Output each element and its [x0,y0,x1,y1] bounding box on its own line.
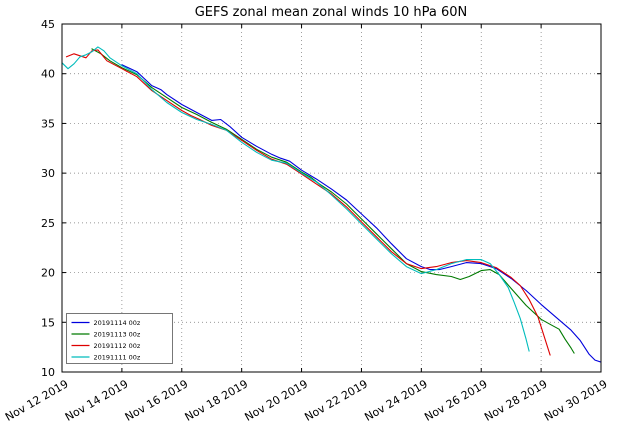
x-tick-label: Nov 20 2019 [243,377,311,423]
x-tick-label: Nov 26 2019 [422,377,490,423]
y-tick-label: 35 [41,117,55,130]
series-line-20191112-00z [65,49,551,356]
legend-item-label: 20191112 00z [94,342,141,350]
y-tick-label: 10 [41,366,55,379]
legend-item: 20191112 00z [71,342,141,350]
legend-item-label: 20191113 00z [94,331,141,339]
legend-box [66,313,173,364]
y-tick-label: 25 [41,217,55,230]
chart-title: GEFS zonal mean zonal winds 10 hPa 60N [195,5,468,20]
x-tick-label: Nov 30 2019 [542,377,610,423]
y-tick-label: 20 [41,267,55,280]
y-tick-label: 15 [41,316,55,329]
x-tick-label: Nov 14 2019 [63,377,131,423]
legend-item: 20191111 00z [71,354,141,362]
legend-item: 20191114 00z [71,319,141,327]
legend-item: 20191113 00z [71,331,141,339]
series-lines [62,46,601,363]
x-tick-label: Nov 18 2019 [183,377,251,423]
legend-item-label: 20191111 00z [94,354,141,362]
x-tick-label: Nov 22 2019 [302,377,370,423]
axes-frame [61,23,602,373]
series-line-20191111-00z [62,46,530,352]
y-tick-label: 45 [41,18,55,31]
x-tick-label: Nov 24 2019 [362,377,430,423]
series-line-20191114-00z [121,64,601,363]
y-tick-labels: 10 15 20 25 30 35 40 45 [41,18,55,379]
legend: 20191114 00z 20191113 00z 20191112 00z 2019… [66,313,173,364]
y-tick-label: 30 [41,167,55,180]
x-tick-label: Nov 16 2019 [123,377,191,423]
axis-ticks [61,23,602,373]
x-tick-label: Nov 28 2019 [482,377,550,423]
x-tick-label: Nov 12 2019 [3,377,71,423]
legend-item-label: 20191114 00z [94,319,141,327]
series-line-20191113-00z [91,48,575,354]
y-tick-label: 40 [41,68,55,81]
